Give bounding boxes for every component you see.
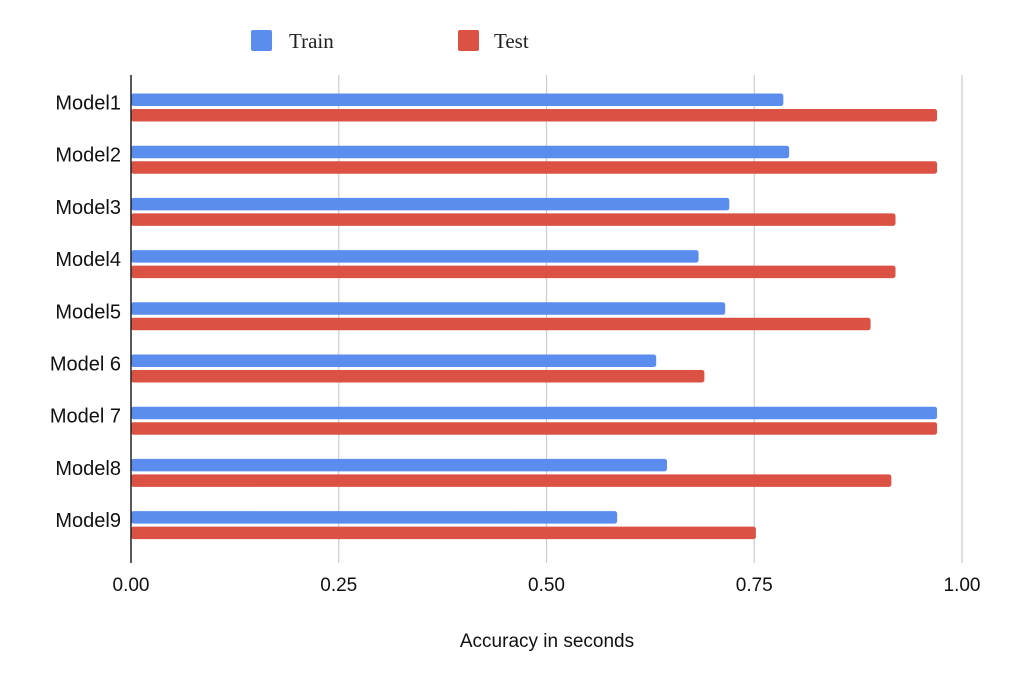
x-tick-label: 0.75 [736,575,773,596]
legend-swatch-train [251,30,272,51]
bar-train [131,145,790,159]
category-label: Model 6 [50,354,121,376]
x-tick-label: 0.00 [113,575,150,596]
category-label: Model4 [55,249,121,271]
chart-legend: Train Test [251,29,529,53]
bar-test [131,526,756,540]
category-labels: Model1 Model2 Model3 Model4 Model5 Model 6 Mod… [50,93,121,533]
bar-train [131,511,618,524]
bar-train [131,93,784,106]
x-axis-title: Accuracy in seconds [460,631,634,652]
category-label: Model9 [55,510,121,532]
category-label: Model1 [55,93,121,115]
category-label: Model5 [55,301,121,323]
bar-test [131,474,892,487]
bars [131,93,938,540]
legend-swatch-test [458,30,479,51]
bar-train [131,197,730,211]
category-label: Model2 [55,145,121,167]
legend-label-test: Test [494,29,529,53]
bar-train [131,406,938,420]
bar-train [131,458,667,472]
bar-test [131,109,938,122]
category-label: Model8 [55,458,121,480]
x-tick-label: 1.00 [944,575,981,596]
bar-train [131,250,699,263]
x-tick-label: 0.25 [320,575,357,596]
category-label: Model 7 [50,406,121,428]
bar-test [131,265,896,279]
bar-train [131,354,657,367]
legend-label-train: Train [289,29,334,53]
bar-test [131,370,705,383]
x-tick-label: 0.50 [528,575,565,596]
bar-test [131,317,871,331]
bar-test [131,422,938,435]
bar-train [131,302,726,315]
x-tick-labels: 0.00 0.25 0.50 0.75 1.00 [113,575,981,596]
category-label: Model3 [55,197,121,219]
bar-test [131,213,896,226]
bar-test [131,161,938,174]
